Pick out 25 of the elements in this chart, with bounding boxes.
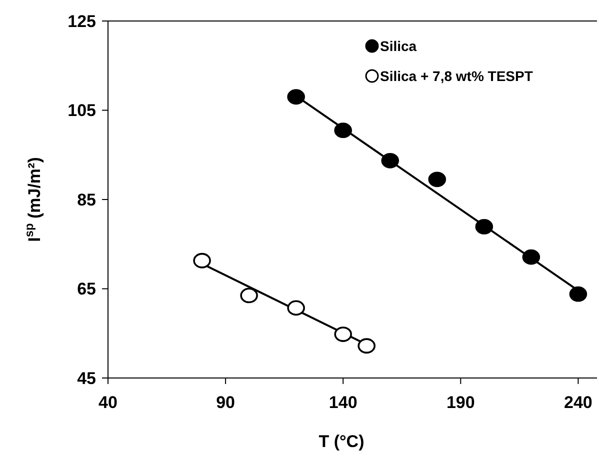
x-tick-label: 190 xyxy=(446,393,475,412)
point xyxy=(381,152,400,168)
x-axis-title: T (°C) xyxy=(318,432,364,451)
point xyxy=(475,219,494,234)
y-tick-label: 65 xyxy=(77,280,96,299)
y-tick-label: 105 xyxy=(68,101,96,120)
x-tick-label: 140 xyxy=(328,393,358,412)
point xyxy=(358,338,376,354)
point xyxy=(522,249,540,265)
y-tick-label: 85 xyxy=(77,190,96,210)
legend-label: Silica xyxy=(380,38,417,54)
point xyxy=(240,288,258,304)
x-tick-label: 240 xyxy=(564,393,592,412)
legend-label: Silica + 7,8 wt% TESPT xyxy=(380,68,534,84)
point xyxy=(287,300,305,316)
x-tick-label: 90 xyxy=(216,393,236,412)
point xyxy=(287,89,305,105)
point xyxy=(334,326,352,342)
x-tick-label: 40 xyxy=(98,393,118,412)
y-tick-label: 125 xyxy=(68,12,96,31)
point xyxy=(569,286,588,302)
y-tick-label: 45 xyxy=(77,368,96,388)
point xyxy=(334,122,352,138)
point xyxy=(428,172,446,188)
point xyxy=(193,252,211,268)
